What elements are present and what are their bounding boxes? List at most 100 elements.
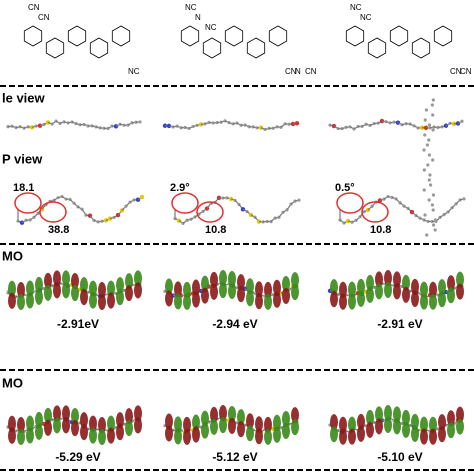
orbital-lobe [80,289,88,306]
energy-label: -2.91 eV [377,317,422,331]
orbital-lobe [210,271,218,288]
orbital-lobe [201,422,209,439]
orbital-lobe [357,290,365,307]
orbital-lobe [44,272,52,289]
atom [427,138,431,142]
orbital-lobe [330,426,338,443]
orbital-lobe [339,428,347,445]
atom [431,128,435,132]
atom [433,218,438,222]
orbital-lobe [53,417,61,434]
orbital-lobe [183,293,191,310]
orbital-lobe [134,282,142,299]
orbital-lobe [26,292,34,309]
orbital-lobe [339,281,347,298]
orbital-lobe [366,421,374,438]
orbital-lobe [237,421,245,438]
orbital-lobe [357,278,365,295]
atom [424,108,429,112]
chem-label: NC [128,67,140,76]
orbital-lobe [107,292,115,309]
orbital-lobe [98,416,106,433]
orbital-lobe [174,428,182,445]
orbital-lobe [89,427,97,444]
orbital-lobe [384,405,392,421]
orbital-lobe [348,416,356,433]
orbital-lobe [17,428,25,445]
orbital-lobe [183,416,191,433]
orbital-lobe [264,428,272,445]
orbital-lobe [192,426,200,443]
orbital-lobe [44,407,52,424]
section-label: P view [2,151,43,166]
ring [67,25,87,47]
orbital-lobe [228,270,236,287]
orbital-lobe [438,414,446,431]
orbital-lobe [62,417,70,434]
orbital-lobe [348,428,356,445]
orbital-lobe [210,418,218,435]
chem-label: CN [38,13,50,22]
section-label: le view [2,90,46,105]
atom [265,219,269,224]
orbital-lobe [393,406,401,423]
orbital-lobe [8,415,16,432]
orbital-lobe [384,282,392,298]
atom [428,183,433,187]
orbital-lobe [348,281,356,298]
chem-label: NC [350,3,362,12]
ring [202,37,222,59]
orbital-lobe [165,425,173,442]
orbital-lobe [107,280,115,297]
ring [268,25,288,47]
orbital-lobe [402,274,410,291]
molecule-drawings [6,25,466,445]
orbital-lobe [192,414,200,431]
orbital-lobe [89,280,97,297]
atom [428,173,432,177]
orbital-lobe [291,284,299,301]
atom [427,178,431,182]
orbital-lobe [264,416,272,433]
atom [64,197,68,201]
chem-label: CN [28,3,40,12]
orbital-lobe [192,291,200,308]
orbital-lobe [438,291,446,308]
orbital-lobe [8,292,16,309]
orbital-lobe [366,409,374,426]
ring [389,25,409,47]
orbital-lobe [201,410,209,427]
atom [386,194,390,199]
orbital-lobe [228,405,236,422]
orbital-lobe [246,278,254,295]
energy-label: -2.91eV [57,317,99,331]
orbital-lobe [402,421,410,438]
orbital-lobe [219,405,227,422]
orbital-lobe [456,271,464,288]
chem-label: N [195,13,201,22]
orbital-lobe [183,428,191,445]
orbital-lobe [116,424,124,441]
chem-label: NC [185,3,197,12]
orbital-lobe [429,416,437,433]
ring [224,25,244,47]
orbital-lobe [210,406,218,423]
chem-label: NC [360,13,372,22]
orbital-lobe [255,281,263,298]
atom [37,123,43,128]
orbital-lobe [429,281,437,298]
atom [423,133,427,137]
orbital-lobe [219,282,227,299]
atom [422,188,426,192]
orbital-lobe [273,426,281,443]
orbital-lobe [44,419,52,436]
angle-label: 10.8 [370,224,391,236]
ring [411,37,431,59]
orbital-lobe [107,427,115,444]
chem-label: CN [460,67,472,76]
angle-label: 2.9° [170,182,190,194]
atom [336,126,340,131]
orbital-lobe [402,286,410,303]
orbital-lobe [53,270,61,287]
atom [430,203,435,207]
